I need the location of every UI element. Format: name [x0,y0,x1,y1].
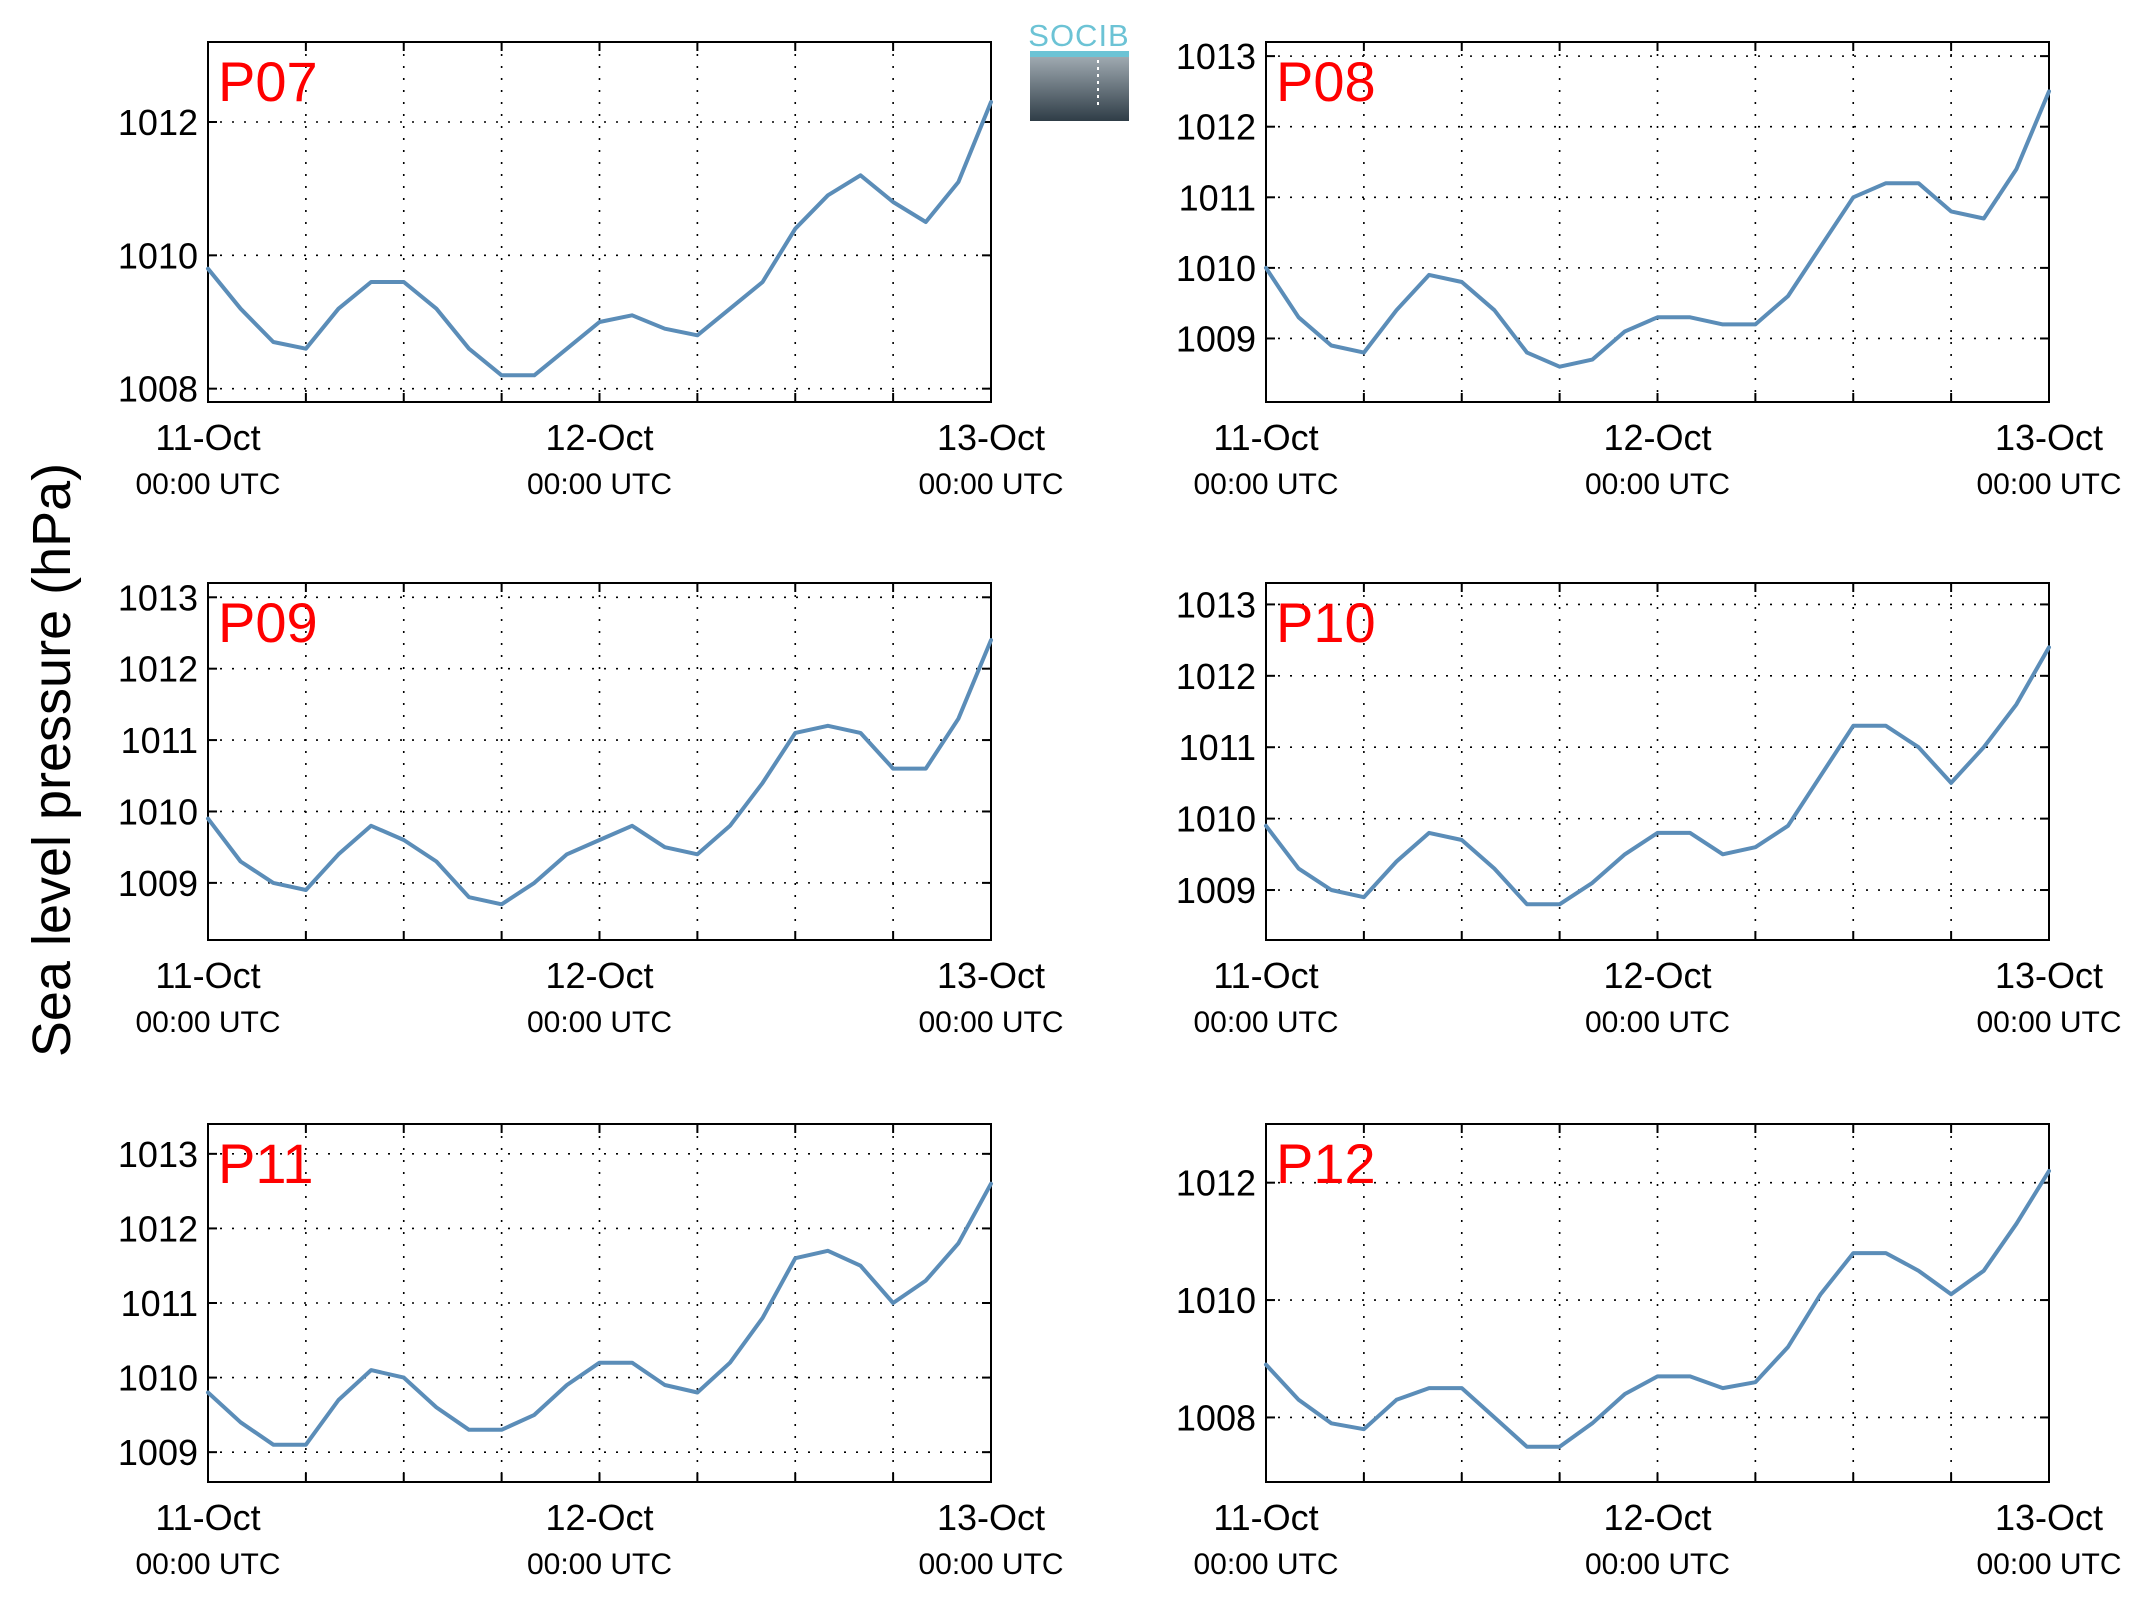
y-tick-label: 1010 [118,791,198,832]
station-label: P07 [218,50,318,113]
x-tick-time-label: 00:00 UTC [135,468,280,501]
y-tick-label: 1009 [1176,318,1256,359]
y-tick-label: 1008 [118,369,198,410]
x-tick-date-label: 13-Oct [937,955,1045,996]
y-tick-label: 1011 [121,720,198,761]
x-tick-time-label: 00:00 UTC [527,1548,672,1581]
x-tick-time-label: 00:00 UTC [1193,468,1338,501]
panel-p07: 1008 1010 1012 11-Oct 00:00 UTC 12-Oct 00:00 U… [118,41,1064,501]
y-tick-label: 1013 [118,577,198,618]
y-tick-label: 1010 [1176,248,1256,289]
station-label: P10 [1276,591,1376,654]
panel-p12: 1008 1010 1012 11-Oct 00:00 UTC 12-Oct 00:00 U… [1176,1123,2122,1581]
x-tick-time-label: 00:00 UTC [1193,1548,1338,1581]
y-tick-label: 1012 [118,102,198,143]
x-tick-time-label: 00:00 UTC [527,1006,672,1039]
x-tick-time-label: 00:00 UTC [1976,468,2121,501]
x-tick-time-label: 00:00 UTC [1976,1006,2121,1039]
x-tick-time-label: 00:00 UTC [918,1006,1063,1039]
x-tick-time-label: 00:00 UTC [1585,1548,1730,1581]
y-axis-label: Sea level pressure (hPa) [22,463,82,1057]
y-tick-label: 1013 [1176,36,1256,77]
x-tick-date-label: 11-Oct [1213,1497,1318,1538]
x-tick-time-label: 00:00 UTC [1585,468,1730,501]
y-tick-label: 1013 [1176,584,1256,625]
x-tick-date-label: 12-Oct [545,417,653,458]
x-tick-date-label: 13-Oct [937,1497,1045,1538]
axes-frame [207,582,992,941]
axes-frame [207,1123,992,1483]
socib-logo: SOCIB [1028,18,1129,121]
station-label: P09 [218,591,318,654]
y-tick-label: 1010 [118,235,198,276]
station-label: P12 [1276,1132,1376,1195]
y-tick-label: 1008 [1176,1397,1256,1438]
x-tick-date-label: 11-Oct [1213,955,1318,996]
x-tick-date-label: 13-Oct [1995,1497,2103,1538]
x-tick-time-label: 00:00 UTC [135,1006,280,1039]
y-tick-label: 1009 [118,863,198,904]
y-tick-label: 1011 [121,1283,198,1324]
x-tick-date-label: 13-Oct [1995,955,2103,996]
x-tick-time-label: 00:00 UTC [1585,1006,1730,1039]
x-tick-time-label: 00:00 UTC [1193,1006,1338,1039]
panel-p10: 1009 1010 1011 1012 1013 11-Oct 00:00 UTC 12-Oc… [1176,582,2122,1039]
panel-p08: 1009 1010 1011 1012 1013 11-Oct 00:00 UTC 12-Oc… [1176,36,2122,501]
x-tick-date-label: 12-Oct [1603,417,1711,458]
x-tick-time-label: 00:00 UTC [918,468,1063,501]
x-tick-time-label: 00:00 UTC [135,1548,280,1581]
x-tick-date-label: 11-Oct [155,417,260,458]
y-tick-label: 1011 [1179,177,1256,218]
y-tick-label: 1013 [118,1134,198,1175]
axes-frame [1265,1123,2050,1483]
series-line [1264,89,2051,369]
x-tick-date-label: 13-Oct [937,417,1045,458]
x-tick-date-label: 13-Oct [1995,417,2103,458]
y-tick-label: 1012 [118,649,198,690]
y-tick-label: 1009 [118,1432,198,1473]
panel-p11: 1009 1010 1011 1012 1013 11-Oct 00:00 UTC 12-Oc… [118,1123,1064,1581]
y-tick-label: 1012 [1176,107,1256,148]
x-tick-time-label: 00:00 UTC [918,1548,1063,1581]
series-line [206,1181,993,1447]
x-tick-date-label: 12-Oct [1603,1497,1711,1538]
series-line [206,638,993,907]
x-tick-date-label: 12-Oct [1603,955,1711,996]
y-tick-label: 1012 [1176,1163,1256,1204]
x-tick-time-label: 00:00 UTC [527,468,672,501]
station-label: P11 [218,1132,313,1195]
y-tick-label: 1010 [118,1358,198,1399]
x-tick-time-label: 00:00 UTC [1976,1548,2121,1581]
series-line [1264,1169,2051,1449]
x-tick-date-label: 12-Oct [545,955,653,996]
x-tick-date-label: 11-Oct [155,955,260,996]
logo-text: SOCIB [1028,18,1129,53]
series-line [206,100,993,378]
series-line [1264,645,2051,907]
y-tick-label: 1010 [1176,1280,1256,1321]
x-tick-date-label: 11-Oct [155,1497,260,1538]
station-label: P08 [1276,50,1376,113]
y-tick-label: 1012 [1176,656,1256,697]
y-tick-label: 1011 [1179,727,1256,768]
panel-p09: 1009 1010 1011 1012 1013 11-Oct 00:00 UTC 12-Oc… [118,577,1064,1039]
x-tick-date-label: 11-Oct [1213,417,1318,458]
y-tick-label: 1010 [1176,799,1256,840]
y-tick-label: 1009 [1176,870,1256,911]
y-tick-label: 1012 [118,1208,198,1249]
x-tick-date-label: 12-Oct [545,1497,653,1538]
